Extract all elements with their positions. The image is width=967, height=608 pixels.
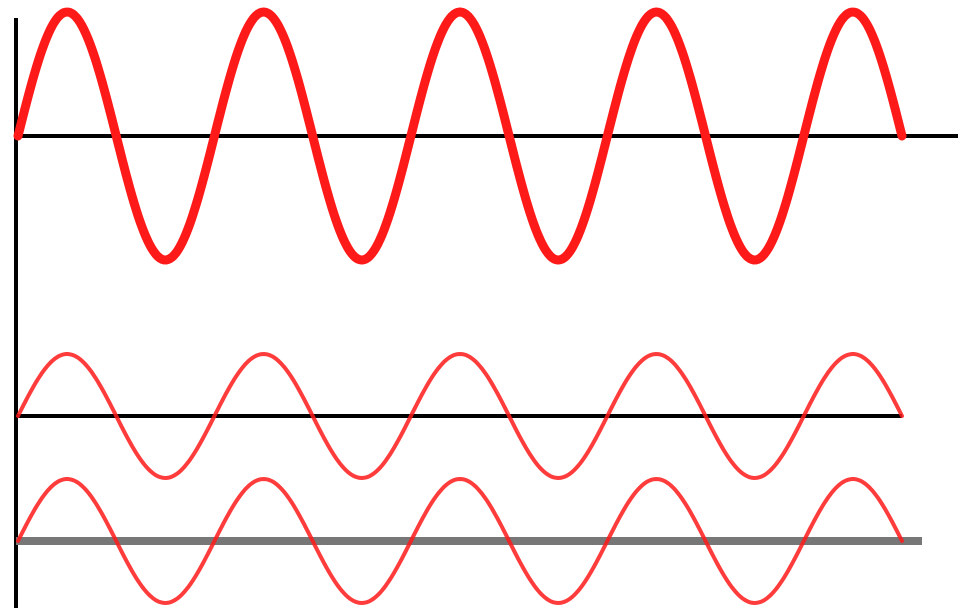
component-2-wave <box>16 477 904 605</box>
resultant-wave <box>13 7 907 265</box>
component-1-wave <box>16 352 904 480</box>
